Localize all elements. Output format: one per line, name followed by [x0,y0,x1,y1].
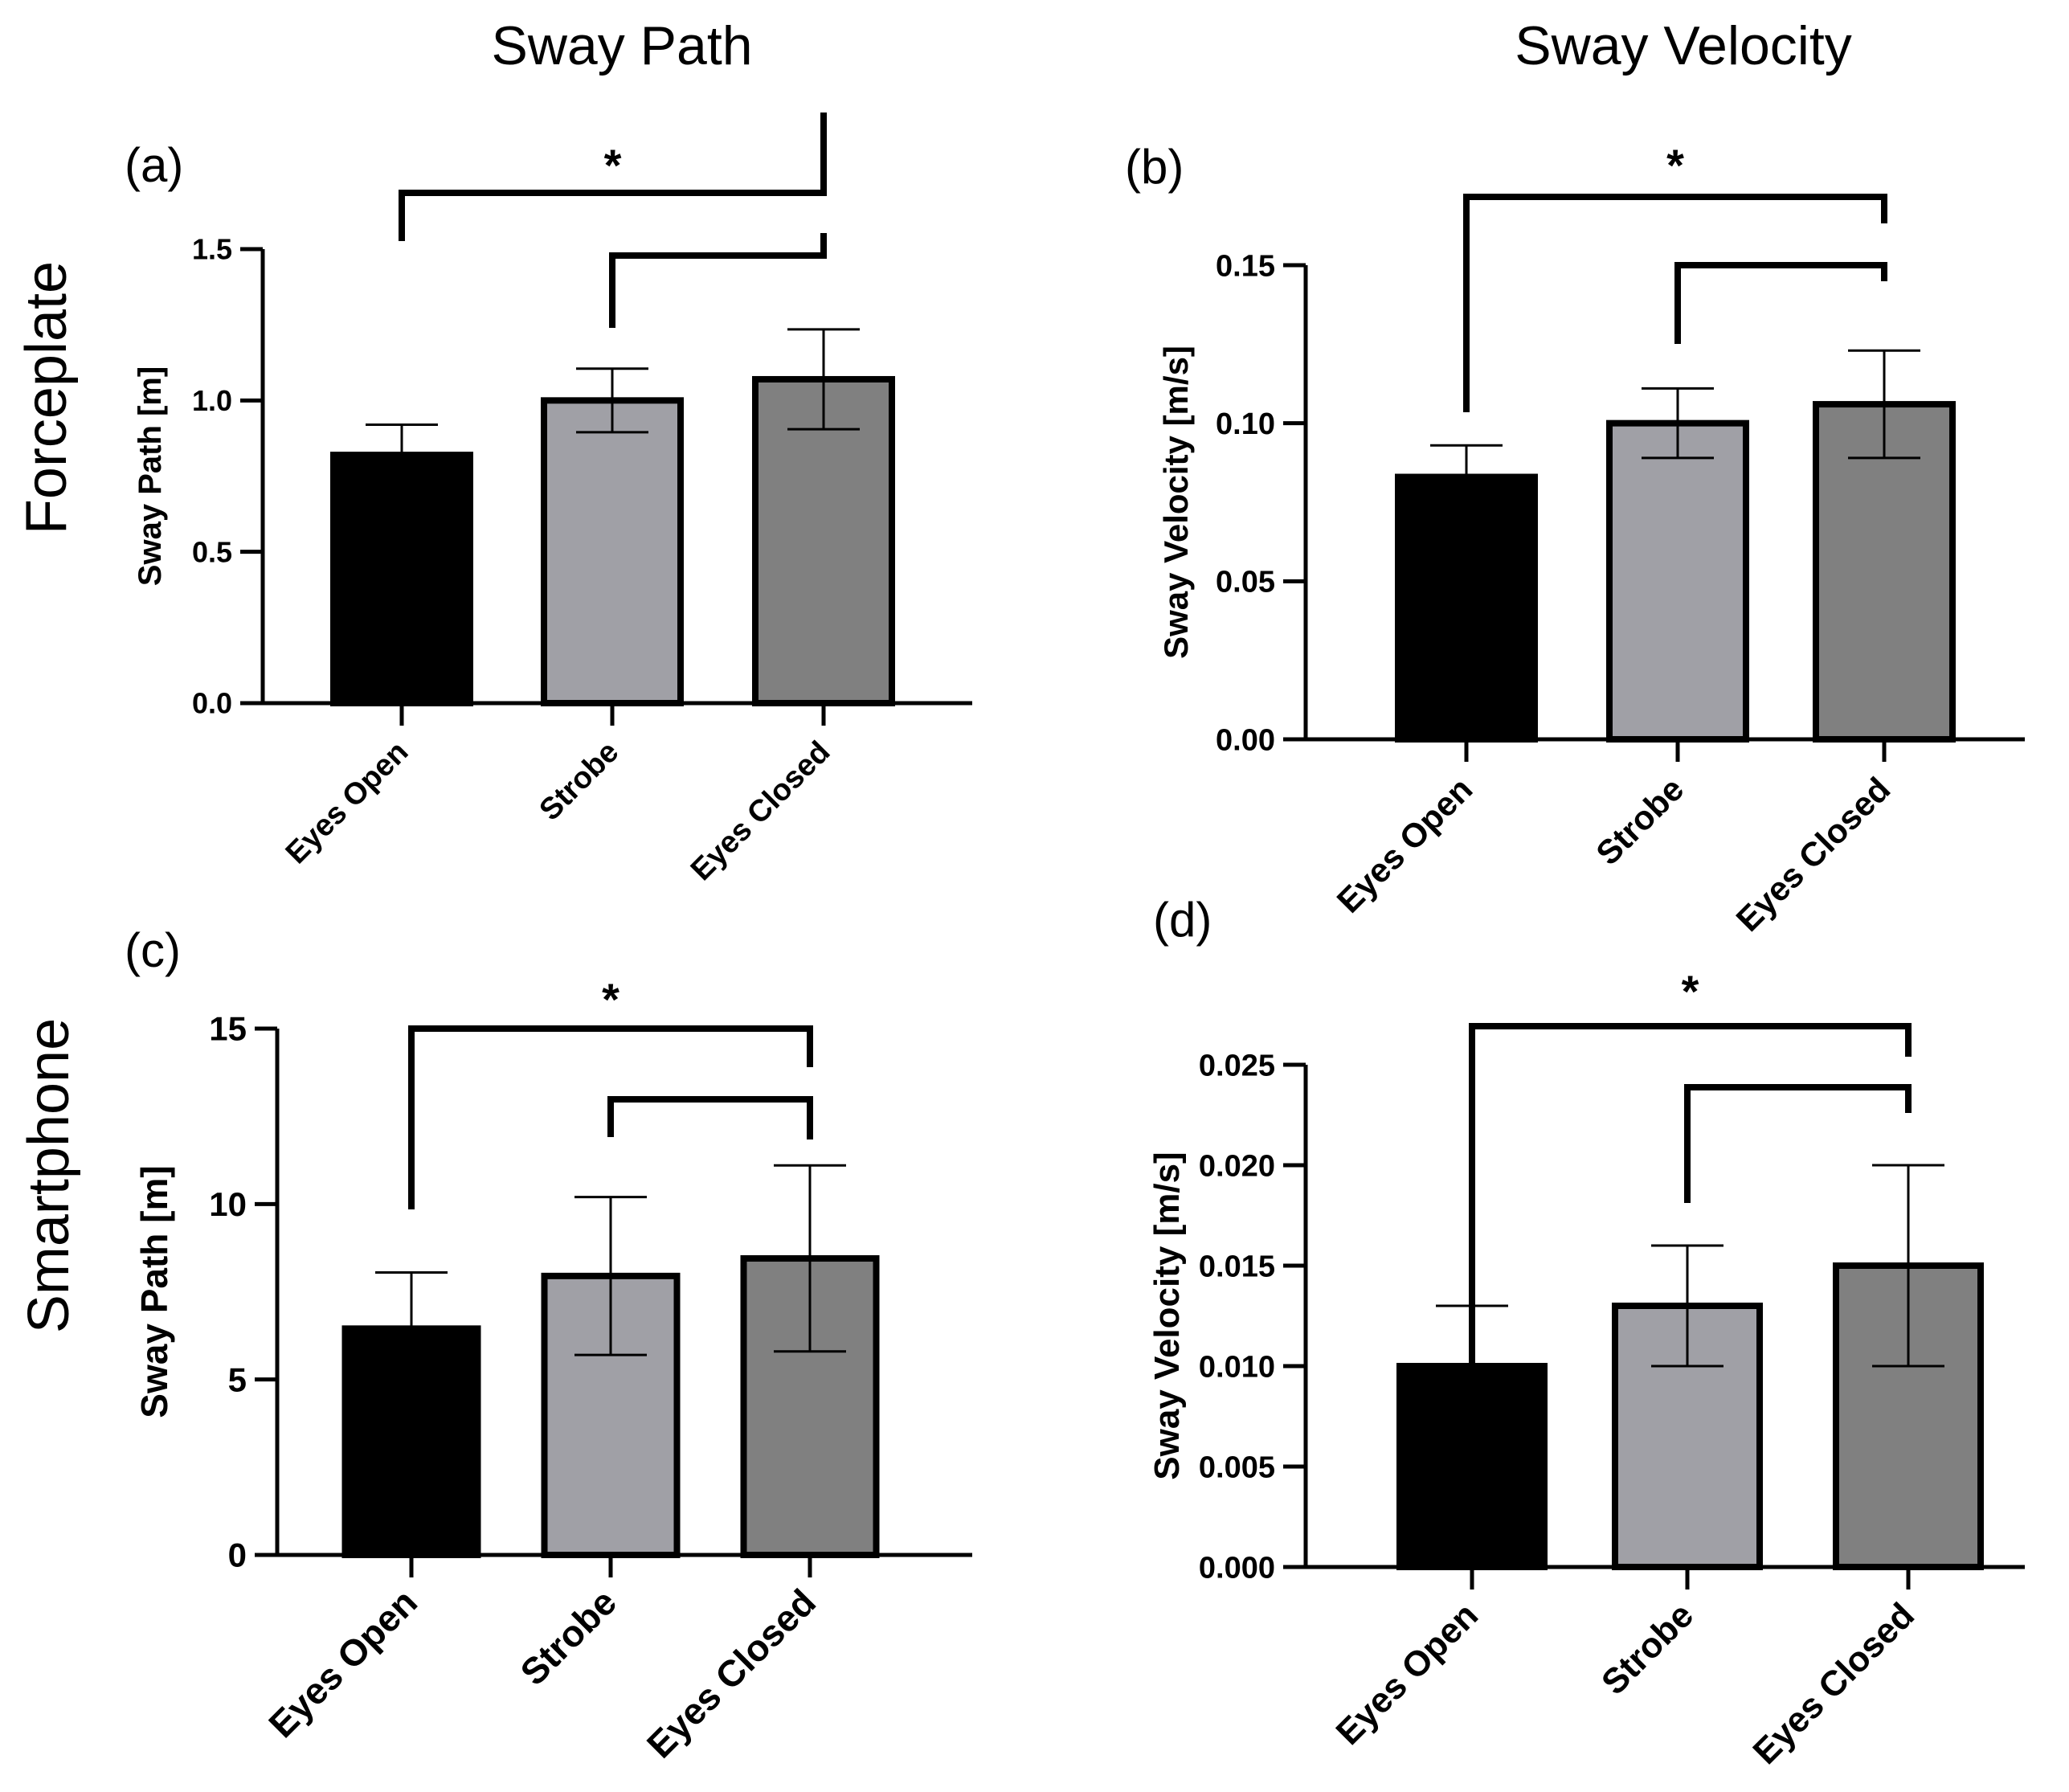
bracket-line [399,113,827,241]
significance-bracket: * [1463,140,1887,412]
y-axis-title: Sway Velocity [m/s] [1147,1152,1187,1479]
y-tick-label: 0.05 [1216,566,1275,599]
y-tick-label: 0.5 [192,535,232,568]
y-tick-label: 0.005 [1199,1450,1275,1484]
y-tick-label: 1.5 [192,233,232,266]
y-tick-label: 0.10 [1216,407,1275,441]
panel-label: (a) [125,138,183,192]
panel-label: (d) [1153,893,1212,947]
row-title-smartphone: Smartphone [17,1018,81,1333]
bracket-line [408,1025,813,1209]
y-axis-title: Sway Velocity [m/s] [1157,346,1195,659]
significance-bracket [607,1096,813,1139]
category-label-eyes-closed: Eyes Closed [639,1581,824,1765]
category-label-strobe: Strobe [1594,1595,1701,1702]
bar-eyes-closed [1813,401,1956,743]
significance-star: * [1682,966,1699,1017]
error-bar-strobe [1651,1244,1723,1368]
error-bar-eyes-open [1430,444,1503,510]
y-tick-label: 0.000 [1199,1551,1275,1585]
chart-panel-c: (c) 0 5 10 15 Sway Path [m] Eyes Open Strobe Eye… [125,923,972,1766]
y-tick-label: 0 [228,1536,247,1574]
bar-strobe [1606,419,1749,743]
y-tick-label: 0.010 [1199,1350,1275,1384]
significance-bracket: * [399,113,827,241]
significance-bracket: * [408,974,813,1209]
bracket-line [1469,1023,1912,1524]
y-tick-label: 10 [209,1185,247,1223]
category-label-eyes-closed: Eyes Closed [1745,1595,1922,1772]
significance-bracket [609,233,827,328]
panel-label: (c) [125,923,181,977]
significance-bracket: * [1469,966,1912,1524]
column-title-sway-path: Sway Path [491,15,752,76]
y-tick-label: 0.020 [1199,1149,1275,1183]
error-bar-eyes-closed [774,1164,846,1353]
significance-bracket [1674,262,1887,344]
bracket-line [1463,194,1887,412]
y-tick-label: 0.15 [1216,249,1275,283]
category-label-strobe: Strobe [1589,770,1691,872]
chart-panel-d: (d) 0.000 0.005 0.010 0.015 0.020 0.025 Sway Ve… [1147,893,2025,1772]
category-label-eyes-open: Eyes Open [1330,770,1480,920]
error-bar-strobe [574,1196,647,1356]
bracket-line [609,233,827,328]
significance-bracket [1684,1084,1912,1203]
bracket-line [1684,1084,1912,1203]
y-tick-label: 15 [209,1010,247,1048]
bar-strobe [541,397,684,706]
panel-label: (b) [1125,140,1184,194]
row-title-forceplate: Forceplate [14,261,79,534]
y-tick-label: 5 [228,1360,247,1398]
y-tick-label: 1.0 [192,384,232,417]
error-bar-eyes-closed [1848,349,1920,460]
column-title-sway-velocity: Sway Velocity [1515,15,1852,76]
category-label-eyes-open: Eyes Open [280,735,415,871]
y-tick-label: 0.00 [1216,723,1275,757]
chart-panel-b: (b) 0.00 0.05 0.10 0.15 Sway Velocity [m/s] Ey… [1125,140,2025,939]
category-label-eyes-open: Eyes Open [260,1581,425,1745]
bracket-line [1674,262,1887,344]
significance-star: * [604,140,622,190]
category-label-eyes-closed: Eyes Closed [1728,770,1897,939]
error-bar-eyes-open [366,423,438,487]
category-label-eyes-closed: Eyes Closed [685,735,837,888]
significance-star: * [1666,140,1684,190]
bracket-line [607,1096,813,1139]
category-label-strobe: Strobe [534,735,626,828]
error-bar-strobe [576,367,648,434]
chart-panel-a: (a) 0.0 0.5 1.0 1.5 Sway Path [m] Eyes Open Str… [125,113,972,887]
error-bar-eyes-closed [1872,1164,1944,1368]
bar-eyes-open [330,452,473,707]
y-axis-title: Sway Path [m] [133,366,168,586]
category-label-strobe: Strobe [512,1581,624,1693]
y-axis-title: Sway Path [m] [133,1165,175,1418]
bar-eyes-open [1395,473,1538,743]
significance-star: * [602,974,619,1025]
category-label-eyes-open: Eyes Open [1329,1595,1486,1752]
error-bar-strobe [1642,387,1714,460]
y-tick-label: 0.025 [1199,1049,1275,1082]
error-bar-eyes-closed [787,328,860,431]
y-tick-label: 0.0 [192,687,232,720]
error-bar-eyes-open [375,1270,448,1386]
y-tick-label: 0.015 [1199,1250,1275,1283]
